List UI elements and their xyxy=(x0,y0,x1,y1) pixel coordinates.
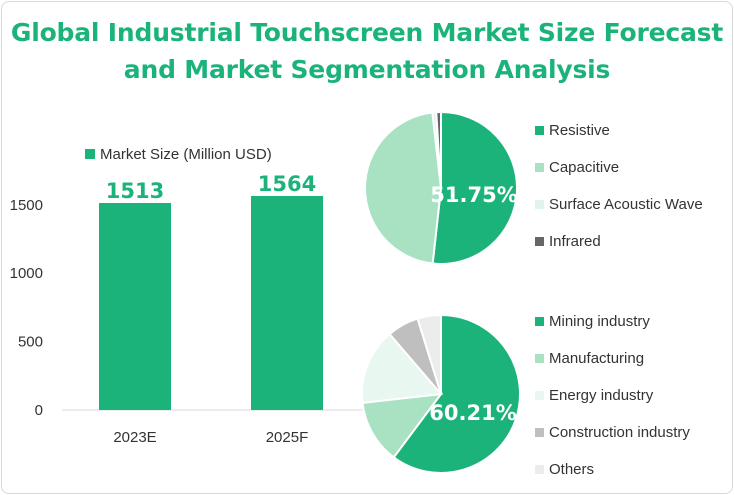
legend-label: Others xyxy=(549,461,594,478)
legend-label: Energy industry xyxy=(549,387,654,404)
legend-swatch xyxy=(85,149,95,159)
legend-swatch xyxy=(535,317,544,326)
pie-slice xyxy=(361,392,444,459)
legend-label: Infrared xyxy=(549,233,601,250)
legend-swatch xyxy=(535,465,544,474)
chart-title: Global Industrial Touchscreen Market Siz… xyxy=(10,18,724,84)
bar-data-label: 1513 xyxy=(106,179,164,203)
legend-label: Surface Acoustic Wave xyxy=(549,196,703,213)
pie-data-label: 60.21% xyxy=(429,401,516,425)
legend-swatch xyxy=(535,200,544,209)
pie-slice xyxy=(392,313,521,474)
pie-slice xyxy=(435,110,442,189)
legend-swatch xyxy=(535,237,544,246)
pie-slice xyxy=(416,313,442,395)
y-tick-label: 1500 xyxy=(10,197,43,214)
x-tick-label: 2025F xyxy=(266,429,309,446)
bar xyxy=(251,196,323,410)
legend-swatch xyxy=(535,391,544,400)
pie-slice xyxy=(361,332,443,404)
y-tick-label: 500 xyxy=(18,334,43,351)
legend-label: Capacitive xyxy=(549,159,619,176)
pie-data-label: 51.75% xyxy=(430,183,517,207)
bar xyxy=(99,203,171,410)
pie-slice xyxy=(431,110,518,265)
legend-label: Construction industry xyxy=(549,424,690,441)
y-tick-label: 0 xyxy=(35,402,43,419)
x-tick-label: 2023E xyxy=(113,429,156,446)
legend-label: Resistive xyxy=(549,122,610,139)
legend-label: Mining industry xyxy=(549,313,650,330)
pie-slice xyxy=(364,111,443,265)
legend-label: Market Size (Million USD) xyxy=(100,146,272,163)
legend-swatch xyxy=(535,428,544,437)
y-tick-label: 1000 xyxy=(10,265,43,282)
bar-data-label: 1564 xyxy=(258,172,316,196)
legend-swatch xyxy=(535,354,544,363)
legend-swatch xyxy=(535,163,544,172)
legend-swatch xyxy=(535,126,544,135)
legend-label: Manufacturing xyxy=(549,350,644,367)
